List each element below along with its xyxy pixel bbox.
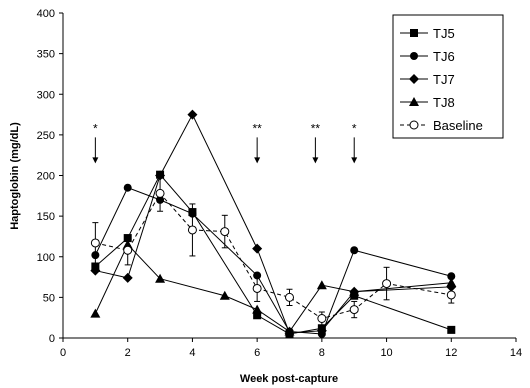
y-tick-label-350: 350 — [37, 49, 55, 61]
annotation-1: ** — [252, 121, 262, 164]
point-tj7-3 — [187, 109, 198, 120]
point-baseline-4 — [220, 227, 230, 237]
annotation-arrow-head-1 — [254, 157, 261, 164]
point-baseline-1 — [123, 245, 133, 255]
annotation-arrow-head-3 — [351, 157, 358, 164]
series-line-tj5 — [95, 173, 452, 335]
point-tj8-2 — [155, 273, 166, 283]
legend-marker-tj6 — [410, 52, 418, 60]
x-axis-title: Week post-capture — [240, 373, 338, 385]
legend-label-tj8: TJ8 — [433, 95, 455, 110]
legend-label-tj6: TJ6 — [433, 49, 455, 64]
annotation-label-2: ** — [311, 121, 321, 135]
x-tick-label-4: 4 — [189, 347, 195, 359]
point-tj8-4 — [252, 304, 263, 314]
x-tick-label-0: 0 — [60, 347, 66, 359]
point-tj5-4 — [253, 311, 262, 320]
point-tj7-1 — [122, 272, 133, 283]
point-tj7-6 — [316, 325, 327, 336]
x-tick-label-10: 10 — [380, 347, 392, 359]
x-tick-label-2: 2 — [125, 347, 131, 359]
annotation-arrow-head-2 — [312, 157, 319, 164]
point-tj8-7 — [349, 286, 360, 296]
point-tj8-0 — [90, 308, 101, 318]
legend-item-baseline: Baseline — [400, 118, 483, 133]
y-tick-label-400: 400 — [37, 8, 55, 20]
y-tick-label-150: 150 — [37, 211, 55, 223]
point-tj6-7 — [350, 246, 359, 255]
point-baseline-5 — [252, 283, 262, 293]
series-tj8 — [90, 239, 457, 336]
annotation-3: * — [351, 121, 358, 164]
point-baseline-0 — [90, 238, 100, 248]
legend-item-tj5: TJ5 — [400, 26, 455, 41]
point-tj8-6 — [316, 280, 327, 290]
point-tj6-8 — [447, 272, 456, 281]
y-tick-label-0: 0 — [49, 333, 55, 345]
y-axis-title: Haptoglobin (mg/dL) — [9, 122, 21, 230]
series-tj5 — [91, 170, 456, 338]
point-baseline-2 — [155, 188, 165, 198]
annotation-label-0: * — [93, 121, 98, 135]
legend-marker-tj8 — [409, 97, 419, 106]
y-tick-label-50: 50 — [43, 292, 55, 304]
point-tj7-4 — [252, 243, 263, 254]
x-tick-label-6: 6 — [254, 347, 260, 359]
annotation-label-1: ** — [252, 121, 262, 135]
series-baseline — [90, 175, 456, 326]
legend-item-tj7: TJ7 — [400, 72, 455, 87]
legend-label-tj5: TJ5 — [433, 26, 455, 41]
axis-ticks: 0 50 100 150 200 250 300 350 400 0 2 4 6 8 10 12 14 — [37, 8, 522, 359]
legend-label-baseline: Baseline — [433, 118, 483, 133]
point-tj6-1 — [123, 183, 132, 192]
annotation-label-3: * — [352, 121, 357, 135]
y-tick-label-250: 250 — [37, 130, 55, 142]
point-tj8-5 — [284, 326, 295, 336]
x-tick-label-8: 8 — [319, 347, 325, 359]
legend-item-tj8: TJ8 — [400, 95, 455, 110]
y-tick-label-300: 300 — [37, 89, 55, 101]
series-line-tj7 — [95, 113, 452, 334]
annotations: * ** ** * — [92, 121, 358, 164]
legend-marker-baseline — [409, 120, 419, 130]
y-tick-label-100: 100 — [37, 252, 55, 264]
legend-marker-tj7 — [409, 74, 419, 84]
series-line-tj8 — [94, 243, 452, 333]
point-tj7-0 — [90, 265, 101, 276]
point-tj8-8 — [446, 277, 457, 287]
point-baseline-6 — [285, 292, 294, 302]
annotation-2: ** — [311, 121, 321, 164]
x-tick-label-12: 12 — [445, 347, 457, 359]
annotation-arrow-head-0 — [92, 157, 99, 164]
point-baseline-8 — [349, 305, 359, 315]
legend-marker-tj5 — [410, 29, 418, 37]
point-baseline-9 — [382, 279, 392, 289]
series-layer — [90, 109, 457, 339]
x-tick-label-14: 14 — [510, 347, 522, 359]
point-baseline-3 — [187, 225, 197, 235]
point-tj5-8 — [447, 325, 456, 334]
series-tj6 — [91, 183, 456, 338]
point-baseline-7 — [317, 314, 327, 323]
y-tick-label-200: 200 — [37, 171, 55, 183]
legend: TJ5 TJ6 TJ7 TJ8 Baseline — [392, 14, 504, 139]
point-baseline-10 — [446, 290, 456, 300]
legend-label-tj7: TJ7 — [433, 72, 455, 87]
series-line-tj6 — [94, 187, 452, 335]
legend-item-tj6: TJ6 — [400, 49, 455, 64]
point-tj8-3 — [219, 290, 230, 300]
annotation-0: * — [92, 121, 99, 164]
